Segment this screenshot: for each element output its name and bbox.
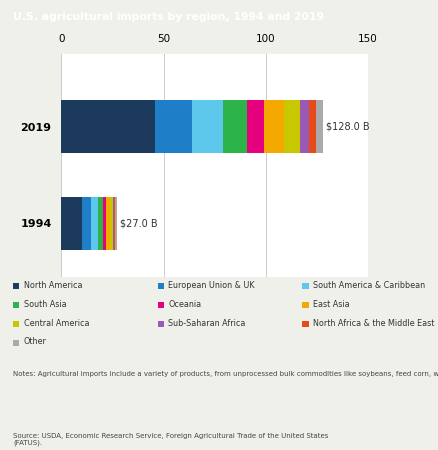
Bar — [192, 100, 223, 153]
Bar — [264, 100, 284, 153]
Bar — [98, 197, 103, 250]
Text: Sub-Saharan Africa: Sub-Saharan Africa — [168, 319, 246, 328]
Bar — [110, 197, 113, 250]
Bar — [91, 197, 98, 250]
Text: $128.0 B: $128.0 B — [326, 122, 370, 132]
Bar — [106, 197, 110, 250]
Bar — [309, 100, 316, 153]
Text: South America & Caribbean: South America & Caribbean — [313, 281, 425, 290]
Text: North Africa & the Middle East: North Africa & the Middle East — [313, 319, 434, 328]
Bar — [116, 197, 117, 250]
Bar — [316, 100, 323, 153]
Bar — [155, 100, 192, 153]
Bar — [223, 100, 247, 153]
Bar — [114, 197, 116, 250]
Text: European Union & UK: European Union & UK — [168, 281, 254, 290]
Text: Oceania: Oceania — [168, 300, 201, 309]
Text: South Asia: South Asia — [24, 300, 66, 309]
Bar — [300, 100, 309, 153]
Text: Notes: Agricultural imports include a variety of products, from unprocessed bulk: Notes: Agricultural imports include a va… — [13, 371, 438, 377]
Bar — [82, 197, 91, 250]
Text: Other: Other — [24, 338, 46, 346]
Text: Central America: Central America — [24, 319, 89, 328]
Text: $27.0 B: $27.0 B — [120, 219, 157, 229]
Text: North America: North America — [24, 281, 82, 290]
Bar — [247, 100, 264, 153]
Bar — [113, 197, 114, 250]
Text: U.S. agricultural imports by region, 1994 and 2019: U.S. agricultural imports by region, 199… — [13, 12, 324, 22]
Text: Source: USDA, Economic Research Service, Foreign Agricultural Trade of the Unite: Source: USDA, Economic Research Service,… — [13, 433, 328, 446]
Bar — [103, 197, 106, 250]
Bar — [284, 100, 300, 153]
Bar — [61, 197, 82, 250]
Bar — [61, 100, 155, 153]
Text: East Asia: East Asia — [313, 300, 350, 309]
